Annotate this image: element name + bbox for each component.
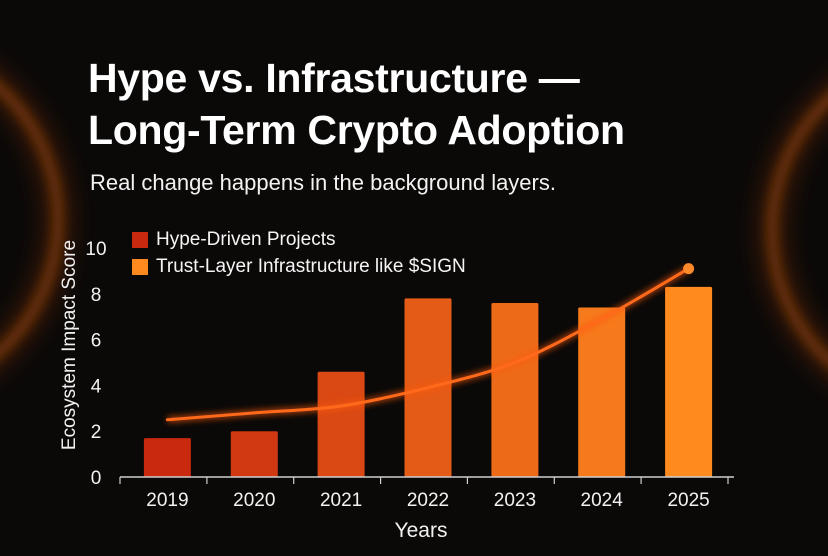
bar-2019 [143, 438, 191, 477]
bar-2025 [665, 286, 713, 477]
legend-label-infrastructure: Trust-Layer Infrastructure like $SIGN [156, 255, 466, 277]
legend-label-hype: Hype-Driven Projects [156, 228, 336, 250]
y-tick-labels: 0 2 4 6 8 10 [85, 239, 106, 489]
x-tick-label: 2025 [667, 490, 709, 511]
y-tick-label: 10 [85, 239, 106, 260]
title-line-2: Long-Term Crypto Adoption [88, 107, 625, 153]
y-axis-label: Ecosystem Impact Score [59, 240, 80, 450]
x-axis-label: Years [395, 519, 448, 542]
trend-line [165, 267, 691, 422]
x-tick-label: 2021 [320, 490, 362, 511]
bar-2024 [578, 307, 626, 477]
x-tick-label: 2024 [581, 490, 624, 511]
y-tick-label: 4 [91, 376, 102, 397]
trend-point-2025 [683, 263, 695, 275]
legend-swatch-hype [132, 231, 148, 248]
x-tick-label: 2023 [494, 490, 536, 511]
x-ticks [119, 477, 729, 484]
bar-2023 [491, 303, 539, 477]
title-line-1: Hype vs. Infrastructure — [88, 55, 580, 101]
line-series [165, 263, 695, 424]
bar-2021 [317, 371, 365, 477]
x-tick-labels: 2019 2020 2021 2022 2023 2024 2025 [146, 490, 709, 511]
y-tick-label: 0 [91, 468, 102, 489]
legend-item-hype: Hype-Driven Projects [132, 226, 466, 253]
y-tick-label: 8 [91, 285, 102, 306]
bar-2020 [230, 431, 278, 477]
x-tick-label: 2020 [233, 490, 275, 511]
y-tick-label: 2 [91, 422, 102, 443]
legend: Hype-Driven Projects Trust-Layer Infrast… [132, 226, 466, 280]
page-title: Hype vs. Infrastructure — Long-Term Cryp… [88, 52, 788, 156]
y-tick-label: 6 [91, 331, 102, 352]
page-subtitle: Real change happens in the background la… [90, 170, 556, 195]
x-tick-label: 2022 [407, 490, 449, 511]
legend-item-infrastructure: Trust-Layer Infrastructure like $SIGN [132, 253, 466, 280]
x-tick-label: 2019 [146, 490, 188, 511]
bar-series [143, 286, 713, 477]
legend-swatch-infrastructure [132, 258, 148, 275]
